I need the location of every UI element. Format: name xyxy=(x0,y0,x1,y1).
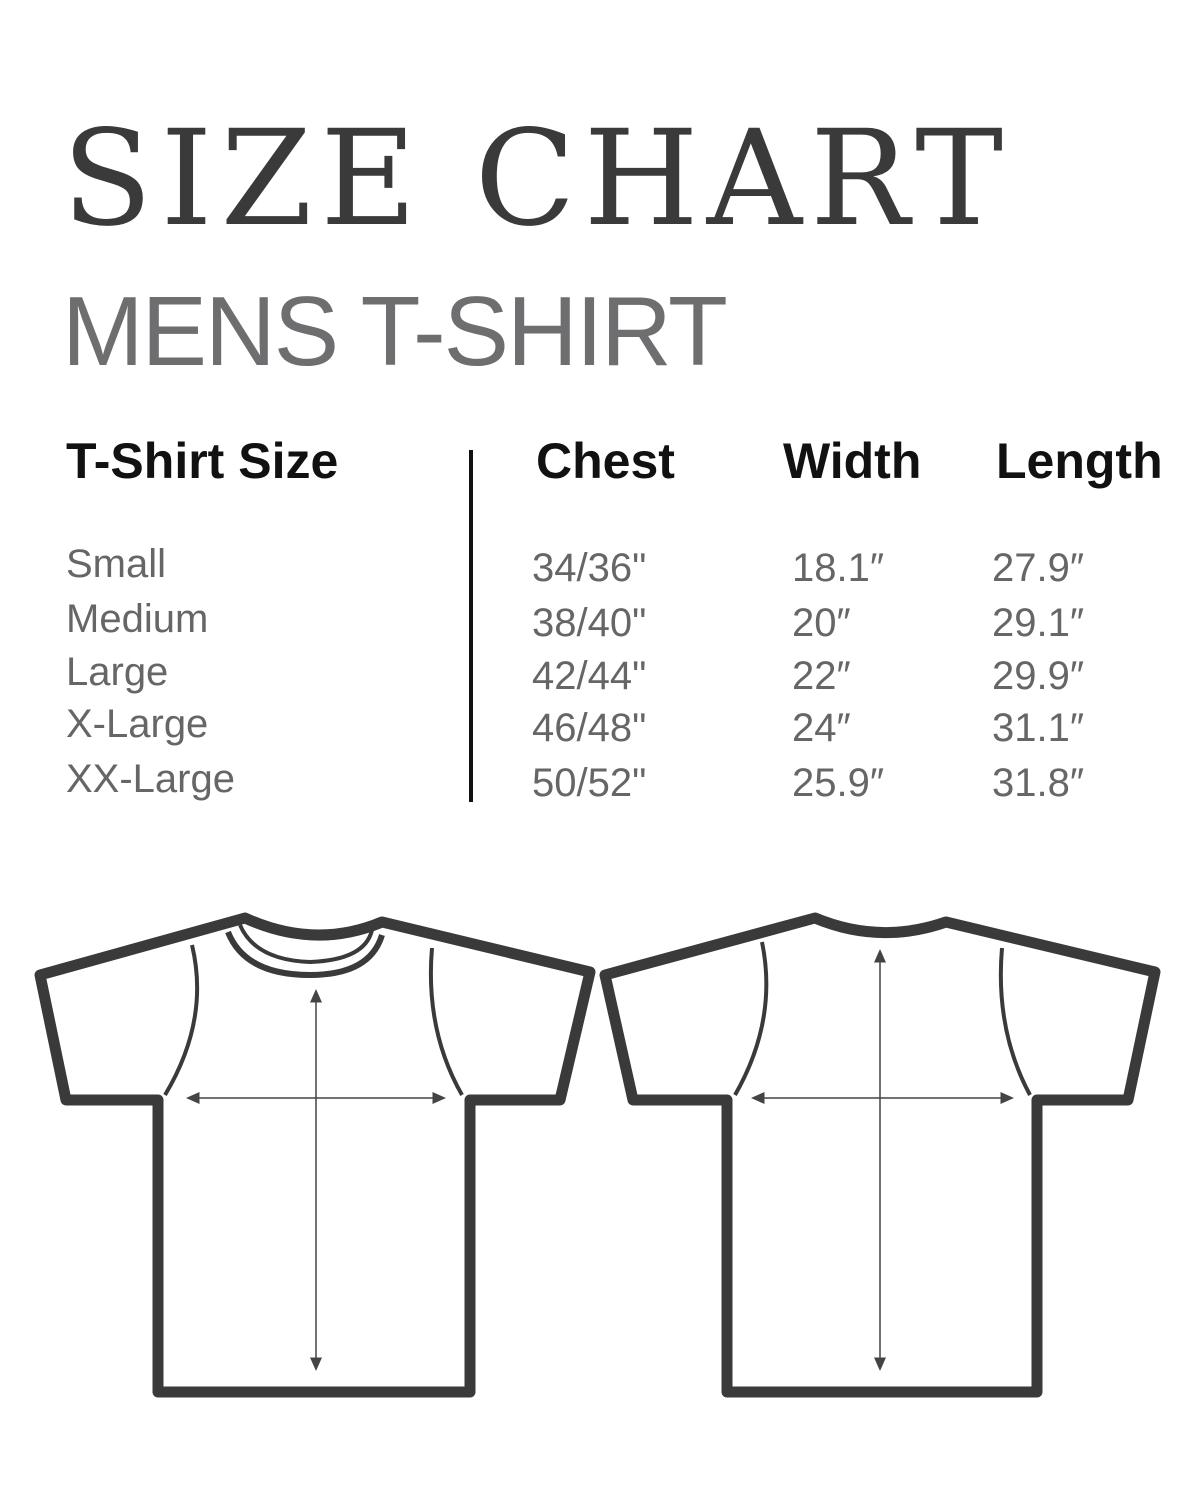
width-cell: 20″ xyxy=(792,601,851,645)
header-size: T-Shirt Size xyxy=(66,433,339,489)
page-title: SIZE CHART xyxy=(62,102,1012,256)
column-divider xyxy=(469,450,473,802)
header-width: Width xyxy=(783,433,922,489)
width-cell: 25.9″ xyxy=(792,761,885,805)
chest-cell: 42/44" xyxy=(532,654,647,698)
header-chest: Chest xyxy=(536,433,675,489)
page-subtitle: MENS T-SHIRT xyxy=(62,276,728,386)
length-cell: 31.1″ xyxy=(992,706,1085,750)
header-length: Length xyxy=(996,433,1163,489)
size-cell: Small xyxy=(66,542,167,586)
length-cell: 29.1″ xyxy=(992,601,1085,645)
length-cell: 31.8″ xyxy=(992,761,1085,805)
width-cell: 24″ xyxy=(792,706,851,750)
width-cell: 22″ xyxy=(792,654,851,698)
tshirt-back-icon xyxy=(599,912,1161,1398)
size-cell: Medium xyxy=(66,597,209,641)
chest-cell: 46/48" xyxy=(532,706,647,750)
length-cell: 29.9″ xyxy=(992,654,1085,698)
length-cell: 27.9″ xyxy=(992,546,1085,590)
tshirt-front-icon xyxy=(34,912,596,1398)
size-cell: X-Large xyxy=(66,702,209,746)
width-cell: 18.1″ xyxy=(792,546,885,590)
chest-cell: 38/40" xyxy=(532,601,647,645)
size-cell: Large xyxy=(66,650,169,694)
chest-cell: 50/52" xyxy=(532,761,647,805)
chest-cell: 34/36" xyxy=(532,546,647,590)
size-cell: XX-Large xyxy=(66,757,235,801)
